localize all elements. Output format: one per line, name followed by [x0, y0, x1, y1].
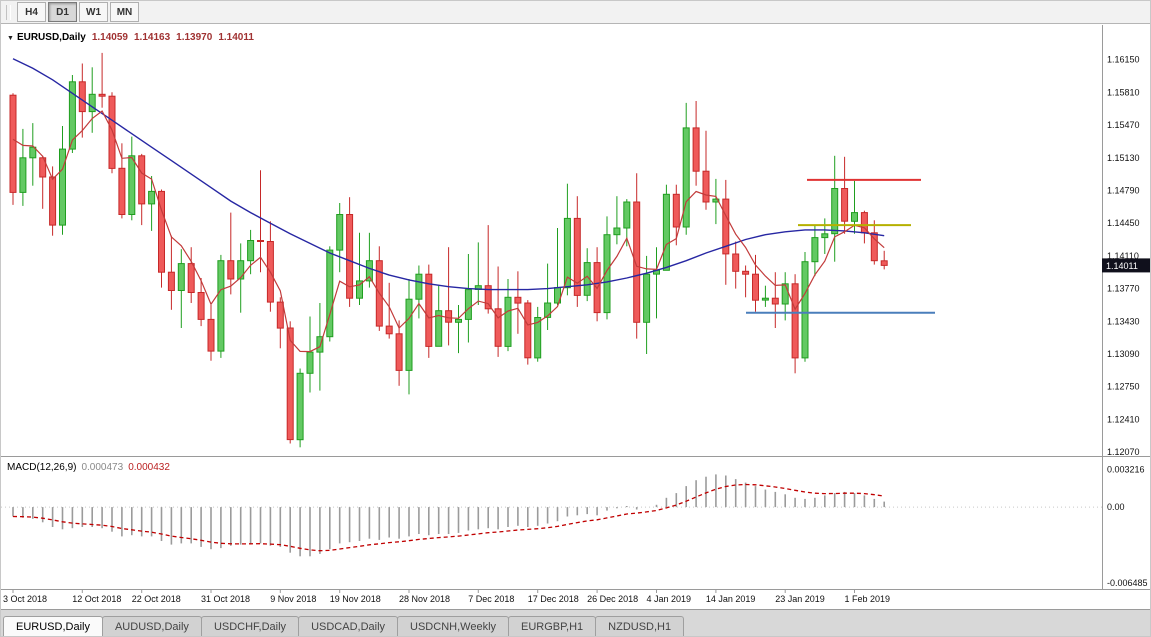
open-value: 1.14059 [91, 32, 128, 43]
macd-histogram [12, 474, 886, 557]
svg-text:12 Oct 2018: 12 Oct 2018 [72, 594, 121, 604]
timeframe-button-h4[interactable]: H4 [17, 2, 46, 22]
svg-text:31 Oct 2018: 31 Oct 2018 [201, 594, 250, 604]
chart-tab-eurusd[interactable]: EURUSD,Daily [3, 616, 103, 636]
svg-text:1.15810: 1.15810 [1107, 87, 1140, 97]
chart-ohlc-header: ▼ EURUSD,Daily 1.14059 1.14163 1.13970 1.1401… [7, 32, 254, 43]
svg-text:0.00: 0.00 [1107, 502, 1125, 512]
high-value: 1.14163 [134, 32, 171, 43]
candlestick-series [9, 52, 888, 448]
svg-text:1.13430: 1.13430 [1107, 316, 1140, 326]
timeframe-button-mn[interactable]: MN [110, 2, 139, 22]
svg-text:1.12070: 1.12070 [1107, 447, 1140, 457]
low-value: 1.13970 [176, 32, 213, 43]
svg-text:9 Nov 2018: 9 Nov 2018 [270, 594, 316, 604]
svg-text:1.13090: 1.13090 [1107, 349, 1140, 359]
svg-text:1.15470: 1.15470 [1107, 120, 1140, 130]
time-axis: 3 Oct 2018 12 Oct 2018 22 Oct 2018 31 Oct 2… [3, 589, 891, 604]
svg-text:14 Jan 2019: 14 Jan 2019 [706, 594, 756, 604]
svg-text:19 Nov 2018: 19 Nov 2018 [330, 594, 381, 604]
svg-text:23 Jan 2019: 23 Jan 2019 [775, 594, 825, 604]
macd-signal-value: 0.000432 [128, 462, 170, 473]
svg-text:7 Dec 2018: 7 Dec 2018 [468, 594, 514, 604]
svg-text:1.14790: 1.14790 [1107, 186, 1140, 196]
svg-text:1.14011: 1.14011 [1106, 261, 1138, 271]
macd-signal-line [12, 483, 885, 552]
chart-tab-usdcad[interactable]: USDCAD,Daily [298, 616, 399, 636]
svg-text:1.15130: 1.15130 [1107, 153, 1140, 163]
svg-text:1.14450: 1.14450 [1107, 218, 1140, 228]
chart-tab-nzdusd[interactable]: NZDUSD,H1 [595, 616, 685, 636]
price-axis: 1.16150 1.15810 1.15470 1.15130 1.14790 1.144… [1107, 55, 1140, 458]
svg-text:3 Oct 2018: 3 Oct 2018 [3, 594, 47, 604]
macd-axis: 0.003216 0.00 -0.006485 [1107, 465, 1148, 589]
macd-main-value: 0.000473 [81, 462, 124, 473]
chart-tab-eurgbp[interactable]: EURGBP,H1 [508, 616, 597, 636]
svg-text:1 Feb 2019: 1 Feb 2019 [845, 594, 891, 604]
timeframe-toolbar: H4 D1 W1 MN [1, 1, 1150, 24]
chart-tab-usdchf[interactable]: USDCHF,Daily [200, 616, 300, 636]
svg-text:17 Dec 2018: 17 Dec 2018 [528, 594, 579, 604]
toolbar-grip-icon[interactable] [6, 4, 11, 20]
svg-text:1.12750: 1.12750 [1107, 382, 1140, 392]
svg-text:1.16150: 1.16150 [1107, 55, 1140, 65]
chart-tabs-bar: EURUSD,Daily AUDUSD,Daily USDCHF,Daily USDC… [1, 609, 1150, 636]
svg-text:1.12410: 1.12410 [1107, 414, 1140, 424]
svg-text:26 Dec 2018: 26 Dec 2018 [587, 594, 638, 604]
close-value: 1.14011 [218, 32, 254, 43]
chart-dropdown-icon[interactable]: ▼ [7, 35, 14, 42]
svg-text:22 Oct 2018: 22 Oct 2018 [132, 594, 181, 604]
svg-text:1.14110: 1.14110 [1107, 251, 1139, 261]
ma-red-line [12, 110, 885, 353]
ma-blue-line [12, 58, 885, 291]
chart-tab-usdcnh[interactable]: USDCNH,Weekly [397, 616, 510, 636]
timeframe-button-w1[interactable]: W1 [79, 2, 108, 22]
svg-text:1.13770: 1.13770 [1107, 284, 1140, 294]
timeframe-button-d1[interactable]: D1 [48, 2, 77, 22]
svg-text:28 Nov 2018: 28 Nov 2018 [399, 594, 450, 604]
macd-label: MACD(12,26,9) [7, 462, 77, 473]
svg-text:4 Jan 2019: 4 Jan 2019 [647, 594, 692, 604]
chart-area[interactable]: 1.16150 1.15810 1.15470 1.15130 1.14790 1.144… [1, 25, 1151, 609]
svg-text:-0.006485: -0.006485 [1107, 578, 1148, 588]
chart-symbol-label: EURUSD,Daily [16, 32, 86, 43]
current-price-badge: 1.14011 [1102, 258, 1150, 273]
svg-text:0.003216: 0.003216 [1107, 465, 1145, 475]
price-chart-canvas[interactable]: 1.16150 1.15810 1.15470 1.15130 1.14790 1.144… [1, 25, 1151, 609]
macd-header: MACD(12,26,9) 0.000473 0.000432 [7, 462, 170, 473]
chart-tab-audusd[interactable]: AUDUSD,Daily [101, 616, 202, 636]
